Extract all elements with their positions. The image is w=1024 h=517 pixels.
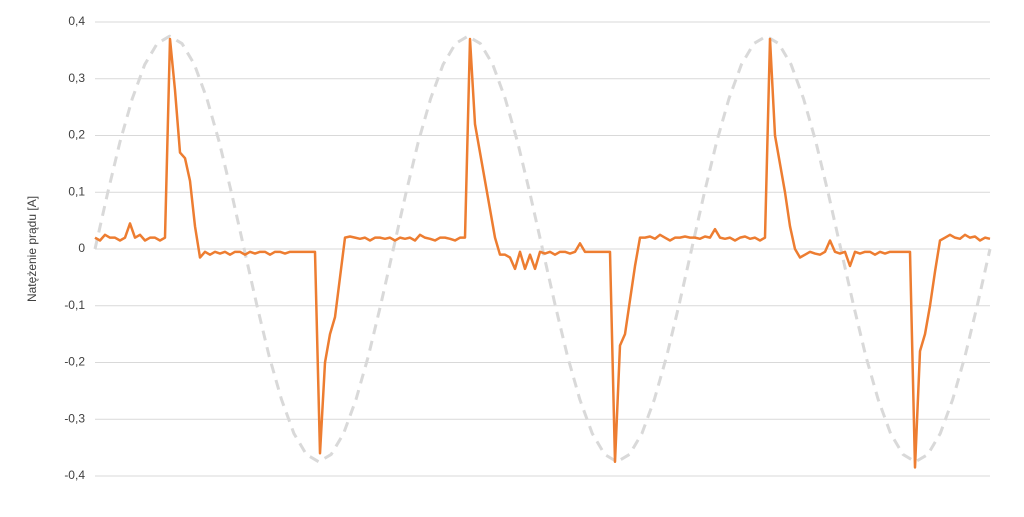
y-tick-label: 0,4 xyxy=(68,14,85,28)
data-line xyxy=(94,37,991,469)
y-tick-label: -0,2 xyxy=(64,355,85,369)
y-tick-label: 0,2 xyxy=(68,128,85,142)
y-tick-label: -0,4 xyxy=(64,468,85,482)
y-tick-label: 0,1 xyxy=(68,184,85,198)
y-tick-label: -0,3 xyxy=(64,411,85,425)
y-tick-label: 0,3 xyxy=(68,71,85,85)
reference-line xyxy=(93,34,992,464)
y-tick-label: -0,1 xyxy=(64,298,85,312)
y-axis-title: Natężenie prądu [A] xyxy=(25,196,39,302)
y-tick-label: 0 xyxy=(78,241,85,255)
